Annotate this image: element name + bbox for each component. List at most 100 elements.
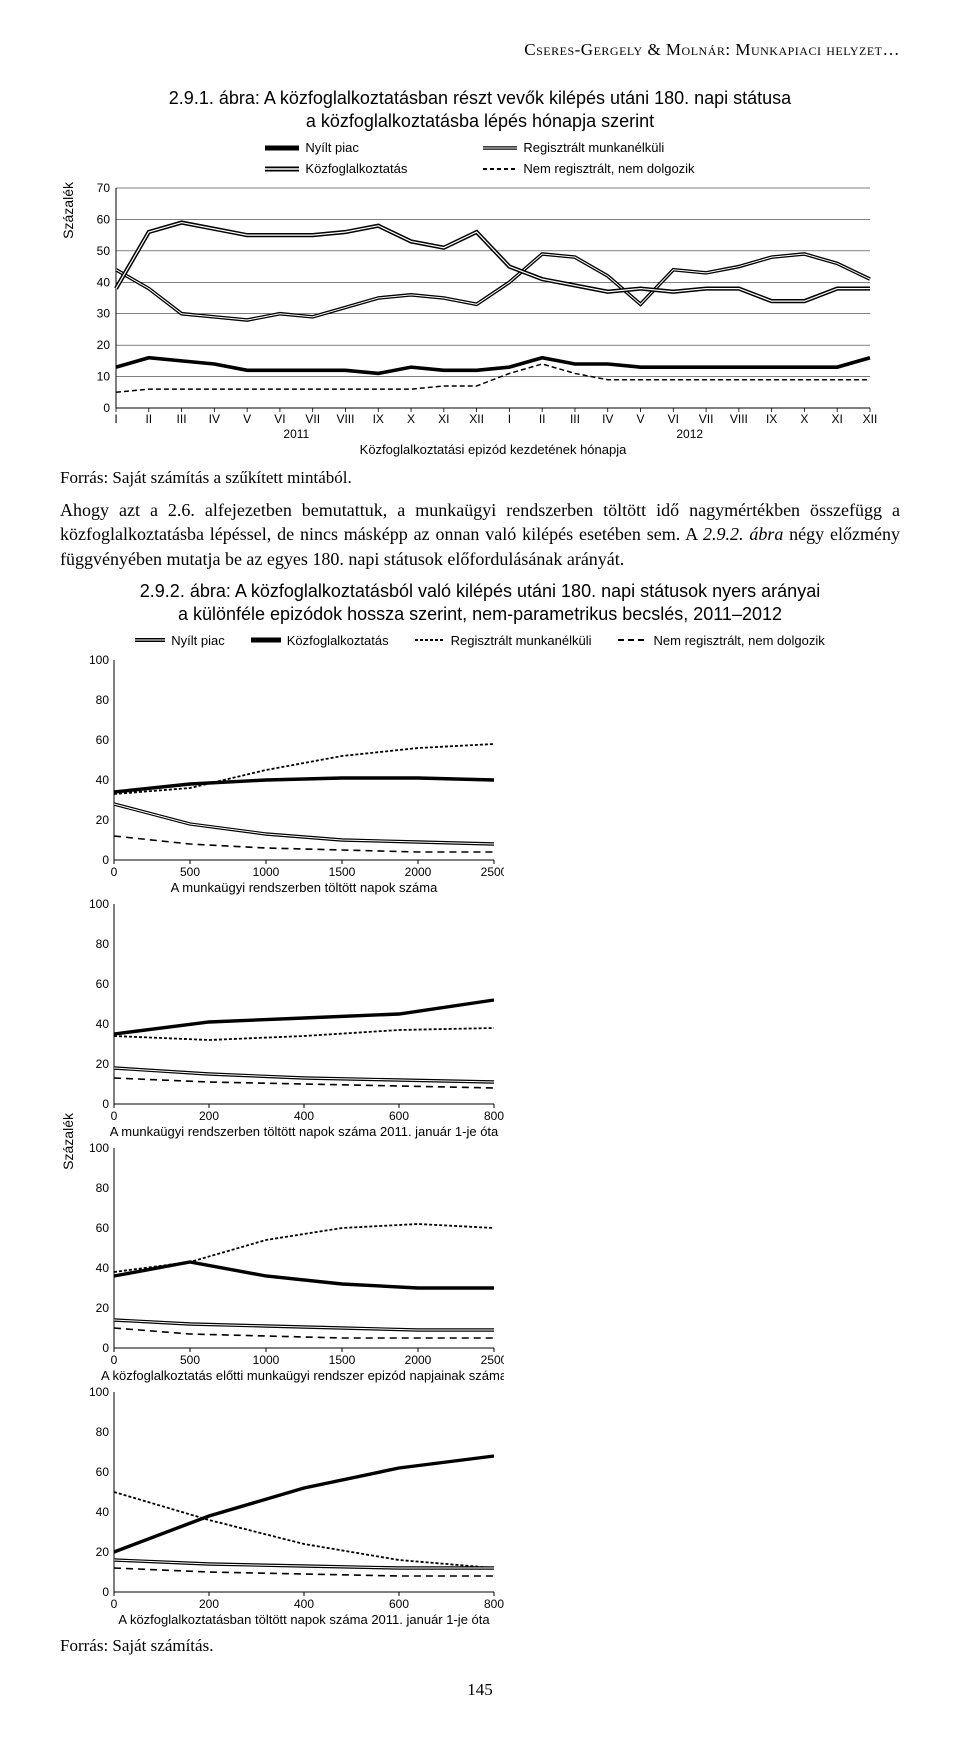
svg-text:VIII: VIII <box>730 412 748 426</box>
fig2-panel-0: 02040608010005001000150020002500A munkaü… <box>80 654 504 898</box>
body-paragraph: Ahogy azt a 2.6. alfejezetben bemutattuk… <box>60 498 900 571</box>
legend2-reg: Regisztrált munkanélküli <box>451 633 592 648</box>
svg-text:800: 800 <box>484 1109 504 1123</box>
svg-text:40: 40 <box>97 275 111 289</box>
legend-nyilt: Nyílt piac <box>305 140 358 155</box>
svg-text:40: 40 <box>96 1505 110 1519</box>
svg-text:XI: XI <box>832 412 843 426</box>
fig1-source: Forrás: Saját számítás a szűkített mintá… <box>60 468 900 488</box>
fig2-panel-2: 02040608010005001000150020002500A közfog… <box>80 1142 504 1386</box>
svg-text:600: 600 <box>389 1597 409 1611</box>
legend2-nem: Nem regisztrált, nem dolgozik <box>654 633 825 648</box>
svg-text:0: 0 <box>111 865 118 879</box>
fig1-chart: Százalék 010203040506070IIIIIIIVVVIVIIVI… <box>60 182 900 462</box>
svg-text:2000: 2000 <box>405 865 432 879</box>
svg-text:I: I <box>508 412 511 426</box>
svg-text:VII: VII <box>699 412 714 426</box>
fig1-svg: 010203040506070IIIIIIIVVVIVIIVIIIIXXXIXI… <box>80 182 880 462</box>
svg-text:100: 100 <box>89 898 109 911</box>
fig2-ylabel: Százalék <box>60 1113 76 1170</box>
legend-reg: Regisztrált munkanélküli <box>523 140 664 155</box>
svg-text:1000: 1000 <box>253 865 280 879</box>
svg-text:III: III <box>570 412 580 426</box>
svg-text:50: 50 <box>97 244 111 258</box>
svg-text:40: 40 <box>96 773 110 787</box>
svg-text:1500: 1500 <box>329 865 356 879</box>
svg-text:I: I <box>114 412 117 426</box>
fig2-title-line2: a különféle epizódok hossza szerint, nem… <box>60 604 900 625</box>
svg-text:80: 80 <box>96 1181 110 1195</box>
svg-text:1000: 1000 <box>253 1353 280 1367</box>
svg-text:0: 0 <box>102 1341 109 1355</box>
svg-text:20: 20 <box>96 813 110 827</box>
svg-text:60: 60 <box>96 1221 110 1235</box>
svg-text:0: 0 <box>111 1353 118 1367</box>
svg-text:0: 0 <box>111 1597 118 1611</box>
svg-text:60: 60 <box>96 977 110 991</box>
svg-text:XII: XII <box>469 412 484 426</box>
svg-text:II: II <box>539 412 546 426</box>
svg-text:X: X <box>800 412 808 426</box>
fig2-panels: 02040608010005001000150020002500A munkaü… <box>80 654 900 1630</box>
svg-text:X: X <box>407 412 415 426</box>
fig1-title-line1: 2.9.1. ábra: A közfoglalkoztatásban rész… <box>60 88 900 109</box>
svg-text:100: 100 <box>89 1142 109 1155</box>
svg-text:80: 80 <box>96 1425 110 1439</box>
svg-text:100: 100 <box>89 1386 109 1399</box>
svg-text:20: 20 <box>96 1301 110 1315</box>
svg-text:0: 0 <box>102 1585 109 1599</box>
svg-text:III: III <box>177 412 187 426</box>
svg-text:200: 200 <box>199 1109 219 1123</box>
svg-text:60: 60 <box>96 1465 110 1479</box>
svg-text:XII: XII <box>863 412 878 426</box>
svg-text:500: 500 <box>180 865 200 879</box>
svg-text:40: 40 <box>96 1261 110 1275</box>
fig1-legend: Nyílt piac Közfoglalkoztatás Regisztrált… <box>60 140 900 176</box>
fig2-title-line1: 2.9.2. ábra: A közfoglalkoztatásból való… <box>60 581 900 602</box>
svg-text:400: 400 <box>294 1597 314 1611</box>
svg-text:VI: VI <box>668 412 679 426</box>
legend2-kozf: Közfoglalkoztatás <box>287 633 389 648</box>
svg-text:80: 80 <box>96 937 110 951</box>
svg-text:20: 20 <box>96 1057 110 1071</box>
svg-text:IV: IV <box>209 412 220 426</box>
svg-text:0: 0 <box>103 401 110 415</box>
svg-text:IV: IV <box>602 412 613 426</box>
svg-text:VII: VII <box>305 412 320 426</box>
legend-kozf: Közfoglalkoztatás <box>305 161 407 176</box>
fig1-title-line2: a közfoglalkoztatásba lépés hónapja szer… <box>60 111 900 132</box>
svg-text:A munkaügyi rendszerben töltöt: A munkaügyi rendszerben töltött napok sz… <box>171 880 438 895</box>
svg-text:10: 10 <box>97 370 111 384</box>
svg-text:A közfoglalkoztatás előtti mun: A közfoglalkoztatás előtti munkaügyi ren… <box>101 1368 504 1383</box>
svg-text:V: V <box>637 412 645 426</box>
fig2-panel-1: 0204060801000200400600800A munkaügyi ren… <box>80 898 504 1142</box>
svg-text:600: 600 <box>389 1109 409 1123</box>
svg-text:IX: IX <box>373 412 384 426</box>
fig2-source: Forrás: Saját számítás. <box>60 1636 900 1656</box>
svg-text:70: 70 <box>97 182 111 195</box>
svg-text:0: 0 <box>111 1109 118 1123</box>
svg-text:400: 400 <box>294 1109 314 1123</box>
svg-text:IX: IX <box>766 412 777 426</box>
svg-text:2011: 2011 <box>283 427 309 441</box>
svg-text:40: 40 <box>96 1017 110 1031</box>
fig2-legend: Nyílt piac Közfoglalkoztatás Regisztrált… <box>60 633 900 648</box>
svg-text:VI: VI <box>274 412 285 426</box>
svg-text:0: 0 <box>102 1097 109 1111</box>
svg-text:2000: 2000 <box>405 1353 432 1367</box>
svg-text:XI: XI <box>438 412 449 426</box>
legend-nem: Nem regisztrált, nem dolgozik <box>523 161 694 176</box>
svg-text:Közfoglalkoztatási epizód kezd: Közfoglalkoztatási epizód kezdetének hón… <box>360 442 627 457</box>
svg-text:0: 0 <box>102 853 109 867</box>
svg-text:100: 100 <box>89 654 109 667</box>
svg-text:II: II <box>145 412 152 426</box>
svg-text:2500: 2500 <box>481 1353 504 1367</box>
running-head: Cseres-Gergely & Molnár: Munkapiaci hely… <box>60 40 900 60</box>
svg-text:30: 30 <box>97 307 111 321</box>
fig2-panel-3: 0204060801000200400600800A közfoglalkozt… <box>80 1386 504 1630</box>
svg-text:800: 800 <box>484 1597 504 1611</box>
svg-text:60: 60 <box>97 212 111 226</box>
svg-text:V: V <box>243 412 251 426</box>
svg-text:2500: 2500 <box>481 865 504 879</box>
svg-text:20: 20 <box>96 1545 110 1559</box>
